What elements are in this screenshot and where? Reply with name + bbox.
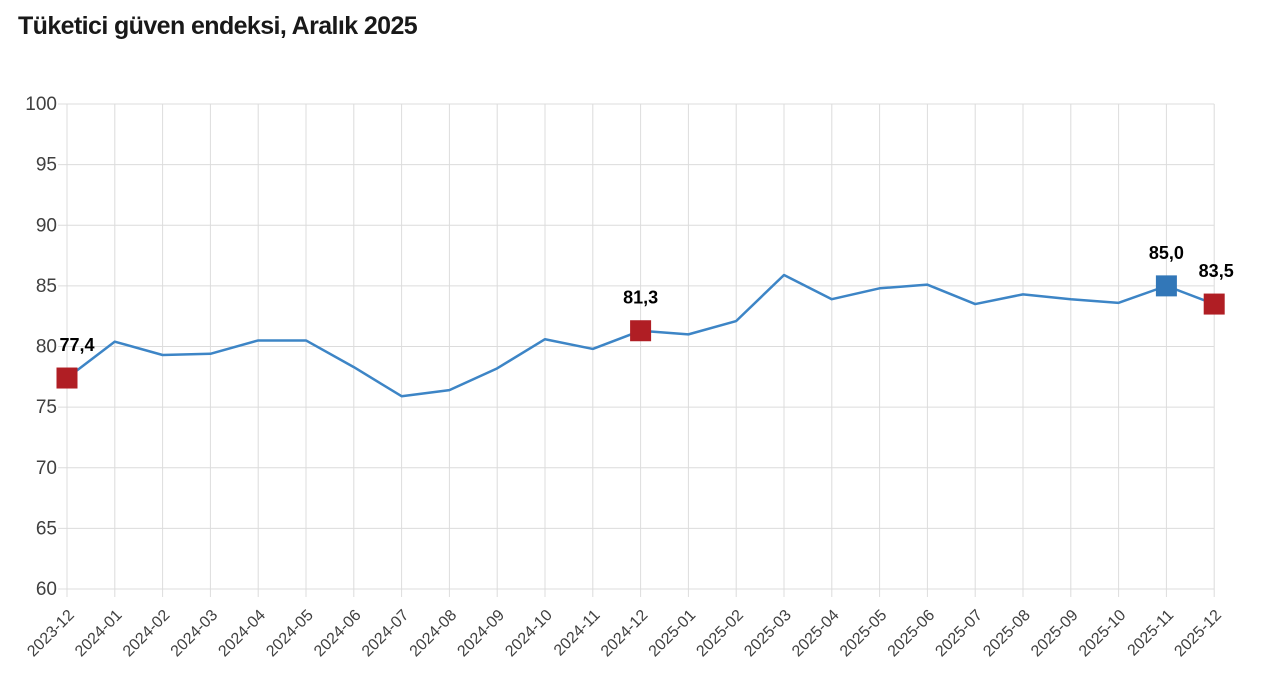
chart-title: Tüketici güven endeksi, Aralık 2025 [18,12,418,40]
y-axis-label: 90 [36,215,57,236]
point-label-2023-12: 77,4 [59,335,94,355]
highlight-marker-2024-12 [630,320,652,342]
x-axis-label: 2025-04 [789,607,843,661]
point-label-2025-11: 85,0 [1149,243,1184,263]
x-axis-label: 2024-02 [120,607,174,661]
x-axis-label: 2024-07 [359,607,413,661]
y-axis-label: 100 [25,94,57,115]
x-axis-label: 2025-11 [1125,607,1178,660]
x-axis-label: 2024-11 [551,607,604,660]
x-axis-label: 2025-09 [1028,607,1082,661]
x-axis-label: 2025-10 [1076,607,1130,661]
x-axis-label: 2025-06 [885,607,939,661]
y-axis-label: 95 [36,155,57,176]
y-axis-label: 60 [36,579,57,600]
highlight-marker-2025-12 [1203,293,1225,315]
x-axis-label: 2025-05 [837,607,891,661]
x-axis-label: 2025-07 [932,607,986,661]
x-axis-label: 2024-01 [72,607,126,661]
x-axis-label: 2024-04 [215,607,269,661]
y-axis-label: 70 [36,458,57,479]
x-axis-label: 2025-12 [1171,607,1225,661]
point-label-2024-12: 81,3 [623,288,658,308]
y-axis-label: 65 [36,518,57,539]
y-axis-label: 75 [36,397,57,418]
x-axis-label: 2024-03 [168,607,222,661]
x-axis-label: 2025-01 [646,607,700,661]
x-axis-label: 2025-03 [741,607,795,661]
y-axis-label: 80 [36,337,57,358]
x-axis-label: 2024-10 [502,607,556,661]
x-axis-label: 2025-02 [693,607,747,661]
x-axis-label: 2024-12 [598,607,652,661]
point-label-2025-12: 83,5 [1199,261,1234,281]
x-axis-label: 2024-09 [454,607,508,661]
highlight-marker-2025-11 [1155,275,1177,297]
x-axis-label: 2024-05 [263,607,317,661]
highlight-marker-2023-12 [56,367,78,389]
y-axis-label: 85 [36,276,57,297]
x-axis-label: 2024-08 [407,607,461,661]
x-axis-label: 2025-08 [980,607,1034,661]
x-axis-label: 2023-12 [24,607,78,661]
x-axis-label: 2024-06 [311,607,365,661]
